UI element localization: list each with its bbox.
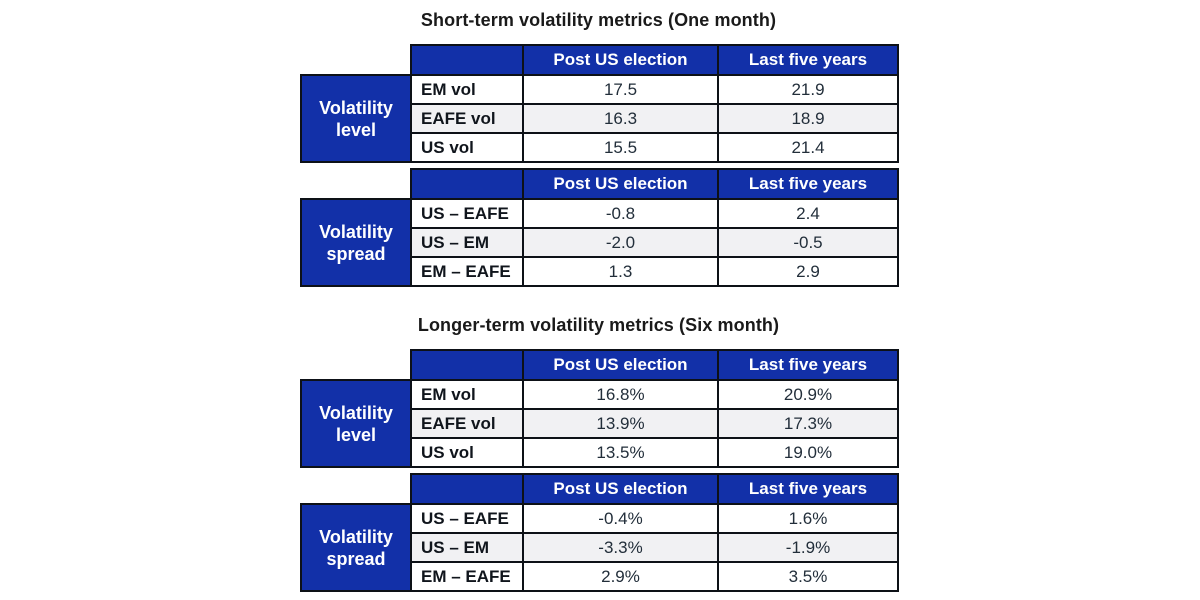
value-cell: 1.3 xyxy=(522,256,719,287)
column-header-last-five-years: Last five years xyxy=(717,349,899,381)
longer-term-level-table: Post US election Last five years Volatil… xyxy=(300,349,899,468)
metric-label-cell: EAFE vol xyxy=(410,103,524,134)
header-row: Post US election Last five years xyxy=(301,168,899,200)
corner-spacer-cell xyxy=(301,474,411,504)
metric-label-cell: US – EM xyxy=(410,532,524,563)
table-row: US vol 15.5 21.4 xyxy=(301,132,899,163)
table-row: EM – EAFE 2.9% 3.5% xyxy=(301,561,899,592)
value-cell: 1.6% xyxy=(717,503,899,534)
corner-spacer-cell xyxy=(301,45,411,75)
group-cell-volatility-level: Volatility level xyxy=(300,379,412,468)
value-cell: 16.8% xyxy=(522,379,719,410)
table-row: US vol 13.5% 19.0% xyxy=(301,437,899,468)
group-cell-volatility-spread: Volatility spread xyxy=(300,503,412,592)
group-cell-volatility-level: Volatility level xyxy=(300,74,412,163)
longer-term-spread-table: Post US election Last five years Volatil… xyxy=(300,473,899,592)
column-header-last-five-years: Last five years xyxy=(717,168,899,200)
short-term-spread-table: Post US election Last five years Volatil… xyxy=(300,168,899,287)
table-row: EAFE vol 13.9% 17.3% xyxy=(301,408,899,439)
header-blank-cell xyxy=(410,168,524,200)
value-cell: -2.0 xyxy=(522,227,719,258)
corner-spacer-cell xyxy=(301,169,411,199)
metric-label-cell: EM – EAFE xyxy=(410,561,524,592)
header-row: Post US election Last five years xyxy=(301,349,899,381)
table-row: Volatility spread US – EAFE -0.4% 1.6% xyxy=(300,503,899,592)
metric-label-cell: US vol xyxy=(410,132,524,163)
metric-label-cell: EM vol xyxy=(410,74,524,105)
value-cell: 21.4 xyxy=(717,132,899,163)
metric-label-cell: US – EAFE xyxy=(410,198,524,229)
short-term-level-table: Post US election Last five years Volatil… xyxy=(300,44,899,163)
value-cell: 13.9% xyxy=(522,408,719,439)
table-row: EAFE vol 16.3 18.9 xyxy=(301,103,899,134)
value-cell: -3.3% xyxy=(522,532,719,563)
value-cell: 18.9 xyxy=(717,103,899,134)
value-cell: -0.5 xyxy=(717,227,899,258)
column-header-post-us-election: Post US election xyxy=(522,168,719,200)
value-cell: 2.9 xyxy=(717,256,899,287)
metric-label-cell: US – EAFE xyxy=(410,503,524,534)
value-cell: 19.0% xyxy=(717,437,899,468)
value-cell: 16.3 xyxy=(522,103,719,134)
table-row: Volatility level EM vol 17.5 21.9 xyxy=(300,74,899,163)
header-blank-cell xyxy=(410,473,524,505)
metric-label-cell: US vol xyxy=(410,437,524,468)
value-cell: 2.9% xyxy=(522,561,719,592)
table-row: Volatility spread US – EAFE -0.8 2.4 xyxy=(300,198,899,287)
column-header-last-five-years: Last five years xyxy=(717,44,899,76)
table-row: EM – EAFE 1.3 2.9 xyxy=(301,256,899,287)
header-row: Post US election Last five years xyxy=(301,473,899,505)
header-row: Post US election Last five years xyxy=(301,44,899,76)
value-cell: 3.5% xyxy=(717,561,899,592)
metric-label-cell: US – EM xyxy=(410,227,524,258)
value-cell: 17.3% xyxy=(717,408,899,439)
value-cell: 2.4 xyxy=(717,198,899,229)
value-cell: 17.5 xyxy=(522,74,719,105)
column-header-post-us-election: Post US election xyxy=(522,349,719,381)
value-cell: 15.5 xyxy=(522,132,719,163)
header-blank-cell xyxy=(410,44,524,76)
table-row: Volatility level EM vol 16.8% 20.9% xyxy=(300,379,899,468)
short-term-block: Short-term volatility metrics (One month… xyxy=(300,9,900,292)
value-cell: -0.8 xyxy=(522,198,719,229)
metric-label-cell: EM – EAFE xyxy=(410,256,524,287)
value-cell: -1.9% xyxy=(717,532,899,563)
header-blank-cell xyxy=(410,349,524,381)
group-cell-volatility-spread: Volatility spread xyxy=(300,198,412,287)
table-row: US – EM -2.0 -0.5 xyxy=(301,227,899,258)
value-cell: 20.9% xyxy=(717,379,899,410)
table-row: US – EM -3.3% -1.9% xyxy=(301,532,899,563)
metric-label-cell: EM vol xyxy=(410,379,524,410)
short-term-table-title: Short-term volatility metrics (One month… xyxy=(420,10,777,30)
metric-label-cell: EAFE vol xyxy=(410,408,524,439)
value-cell: 21.9 xyxy=(717,74,899,105)
column-header-post-us-election: Post US election xyxy=(522,473,719,505)
column-header-last-five-years: Last five years xyxy=(717,473,899,505)
value-cell: -0.4% xyxy=(522,503,719,534)
longer-term-table-title: Longer-term volatility metrics (Six mont… xyxy=(417,315,780,335)
column-header-post-us-election: Post US election xyxy=(522,44,719,76)
corner-spacer-cell xyxy=(301,350,411,380)
longer-term-block: Longer-term volatility metrics (Six mont… xyxy=(300,314,900,597)
value-cell: 13.5% xyxy=(522,437,719,468)
